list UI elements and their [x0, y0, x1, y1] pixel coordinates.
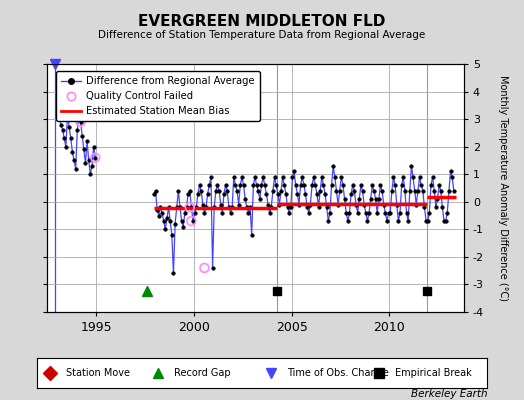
Point: [77, 119, 85, 125]
Text: EVERGREEN MIDDLETON FLD: EVERGREEN MIDDLETON FLD: [138, 14, 386, 29]
Text: Empirical Break: Empirical Break: [395, 368, 472, 378]
Point: [62, 110, 70, 117]
Point: [185, 204, 194, 210]
Point: [91, 154, 100, 161]
Point: [200, 265, 209, 271]
Point: [75, 110, 83, 117]
Text: Difference of Station Temperature Data from Regional Average: Difference of Station Temperature Data f…: [99, 30, 425, 40]
Point: [187, 218, 195, 224]
Y-axis label: Monthly Temperature Anomaly Difference (°C): Monthly Temperature Anomaly Difference (…: [498, 75, 508, 301]
Legend: Difference from Regional Average, Quality Control Failed, Estimated Station Mean: Difference from Regional Average, Qualit…: [56, 72, 260, 122]
Text: Station Move: Station Move: [66, 368, 130, 378]
Text: Berkeley Earth: Berkeley Earth: [411, 389, 487, 399]
Text: Time of Obs. Change: Time of Obs. Change: [287, 368, 389, 378]
Text: Record Gap: Record Gap: [174, 368, 231, 378]
